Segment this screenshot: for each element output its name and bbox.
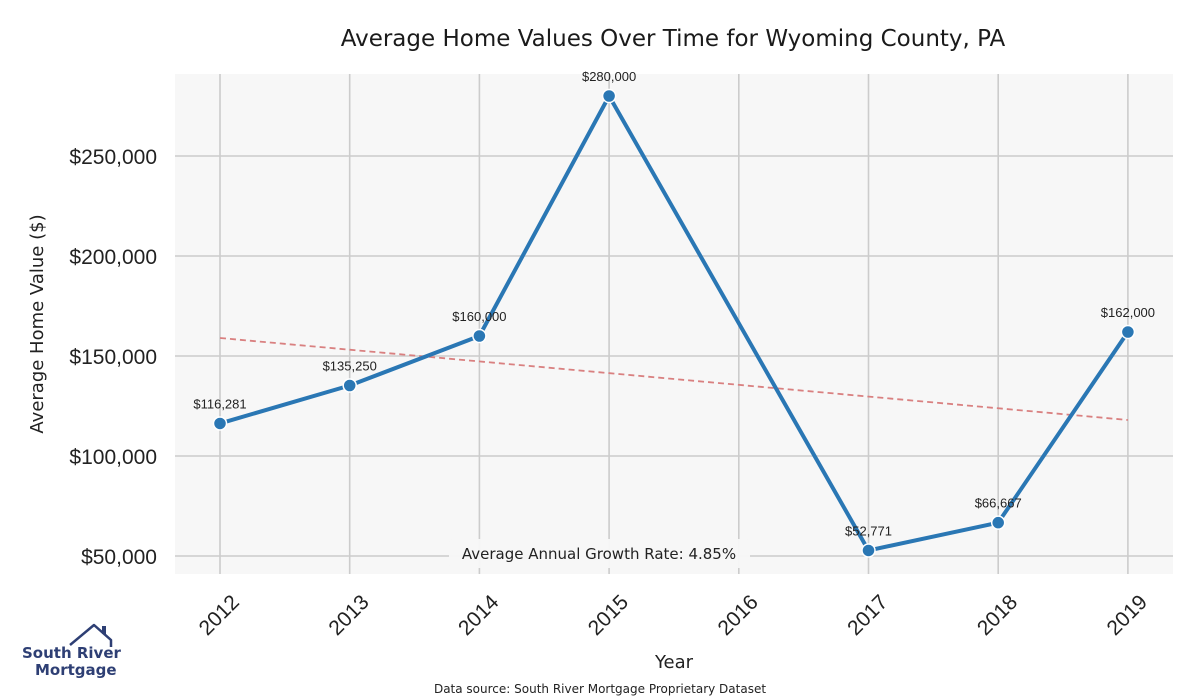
- chart-title: Average Home Values Over Time for Wyomin…: [341, 26, 1006, 52]
- series-group: [212, 88, 1136, 558]
- company-logo: South River Mortgage: [22, 623, 122, 679]
- y-tick-label: $50,000: [81, 546, 157, 569]
- x-tick-label: 2012: [195, 591, 244, 640]
- data-point: [212, 416, 228, 431]
- trend-line: [219, 337, 1128, 421]
- y-ticks-group: $50,000 $100,000 $150,000 $200,000 $250,000: [69, 146, 157, 569]
- data-label: $52,771: [845, 523, 892, 538]
- y-tick-label: $250,000: [69, 146, 157, 169]
- x-tick-label: 2013: [324, 591, 373, 640]
- x-ticks-group: 2012 2013 2014 2015 2016 2017 2018 2019: [195, 590, 1152, 640]
- x-tick-label: 2019: [1103, 591, 1152, 640]
- data-label: $116,281: [193, 396, 246, 411]
- data-point: [990, 515, 1006, 530]
- chimney-icon: [102, 626, 106, 634]
- x-axis-title: Year: [654, 652, 694, 673]
- y-tick-label: $150,000: [69, 346, 157, 369]
- plot-area: [175, 74, 1173, 574]
- data-label: $162,000: [1101, 305, 1155, 320]
- growth-annotation-text: Average Annual Growth Rate: 4.85%: [462, 545, 736, 563]
- logo-line-1: South River: [22, 644, 122, 662]
- x-tick-label: 2015: [584, 591, 633, 640]
- x-tick-label: 2014: [454, 590, 504, 640]
- y-tick-label: $200,000: [69, 246, 157, 269]
- data-label: $66,667: [975, 496, 1022, 511]
- data-point: [472, 328, 487, 344]
- data-source: Data source: South River Mortgage Propri…: [434, 682, 766, 696]
- trendline-group: [219, 337, 1128, 421]
- data-point: [601, 88, 617, 104]
- data-label: $160,000: [452, 309, 506, 324]
- x-tick-label: 2016: [713, 591, 762, 640]
- growth-annotation: Average Annual Growth Rate: 4.85%: [449, 539, 750, 568]
- x-tick-label: 2017: [843, 591, 892, 640]
- data-labels-group: $116,281 $135,250 $160,000 $280,000 $52,771 $…: [193, 69, 1155, 538]
- data-point: [861, 543, 876, 558]
- data-label: $280,000: [582, 69, 636, 84]
- logo-line-2: Mortgage: [35, 661, 117, 679]
- x-tick-label: 2018: [973, 591, 1022, 640]
- data-label: $135,250: [323, 359, 377, 374]
- y-axis-title: Average Home Value ($): [27, 214, 48, 433]
- data-point: [1120, 324, 1136, 340]
- y-tick-label: $100,000: [69, 446, 157, 469]
- data-point: [342, 378, 357, 393]
- growth-annotation-box: [449, 539, 750, 568]
